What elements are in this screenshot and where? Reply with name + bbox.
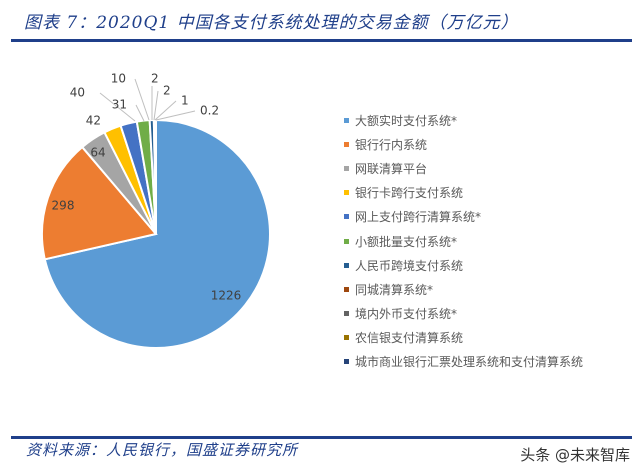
legend-item: 境内外币支付系统*: [344, 302, 583, 326]
legend-swatch-icon: [344, 286, 349, 292]
data-label: 42: [86, 114, 101, 128]
legend-label: 人民币跨境支付系统: [355, 258, 464, 273]
legend-item: 小额批量支付系统*: [344, 229, 583, 253]
leader-line: [135, 104, 145, 122]
legend-label: 网联清算平台: [355, 161, 428, 176]
leader-line: [153, 90, 159, 121]
legend-item: 城市商业银行汇票处理系统和支付清算系统: [344, 350, 583, 374]
legend-item: 同城清算系统*: [344, 277, 583, 301]
data-label: 1: [181, 94, 189, 108]
leader-line: [134, 78, 150, 121]
footer-divider: [11, 436, 632, 439]
data-label: 31: [112, 98, 127, 112]
chart-legend: 大额实时支付系统* 银行行内系统 网联清算平台 银行卡跨行支付系统 网上支付跨行…: [344, 108, 583, 374]
legend-swatch-icon: [344, 141, 349, 147]
legend-label: 城市商业银行汇票处理系统和支付清算系统: [355, 355, 584, 370]
legend-item: 网上支付跨行清算系统*: [344, 205, 583, 229]
pie-leader-lines: [99, 78, 196, 122]
legend-swatch-icon: [344, 165, 349, 171]
legend-swatch-icon: [344, 262, 349, 268]
chart-title: 图表 7：2020Q1 中国各支付系统处理的交易金额（万亿元）: [24, 13, 519, 33]
legend-item: 人民币跨境支付系统: [344, 253, 583, 277]
leader-line: [154, 100, 177, 121]
legend-item: 网联清算平台: [344, 156, 583, 180]
legend-swatch-icon: [344, 335, 349, 341]
watermark: 头条 @未来智库: [520, 446, 630, 464]
legend-label: 小额批量支付系统*: [355, 234, 458, 249]
pie-slice: [41, 145, 158, 261]
legend-label: 同城清算系统*: [355, 282, 434, 297]
legend-label: 银行行内系统: [355, 137, 428, 152]
data-label: 2: [151, 72, 159, 86]
data-label: 2: [163, 84, 171, 98]
legend-item: 银行行内系统: [344, 132, 583, 156]
legend-swatch-icon: [344, 359, 349, 365]
legend-item: 大额实时支付系统*: [344, 108, 583, 132]
leader-line: [155, 110, 196, 121]
data-label: 298: [52, 199, 75, 213]
legend-item: 银行卡跨行支付系统: [344, 181, 583, 205]
legend-label: 农信银支付清算系统: [355, 331, 464, 346]
data-label: 64: [90, 146, 105, 160]
legend-label: 大额实时支付系统*: [355, 113, 458, 128]
title-divider: [11, 39, 632, 42]
leader-line: [99, 92, 136, 122]
legend-item: 农信银支付清算系统: [344, 326, 583, 350]
legend-swatch-icon: [344, 238, 349, 244]
source-note: 资料来源：人民银行，国盛证券研究所: [26, 441, 299, 459]
legend-swatch-icon: [344, 117, 349, 123]
data-label: 1226: [211, 289, 242, 303]
pie-slices: [41, 118, 271, 349]
legend-label: 网上支付跨行清算系统*: [355, 210, 482, 225]
data-label: 40: [70, 86, 85, 100]
legend-swatch-icon: [344, 311, 349, 317]
data-label: 0.2: [200, 104, 219, 118]
data-label: 10: [111, 72, 126, 86]
legend-label: 境内外币支付系统*: [355, 307, 458, 322]
pie-slice: [43, 118, 271, 349]
legend-swatch-icon: [344, 214, 349, 220]
legend-label: 银行卡跨行支付系统: [355, 186, 464, 201]
legend-swatch-icon: [344, 190, 349, 196]
